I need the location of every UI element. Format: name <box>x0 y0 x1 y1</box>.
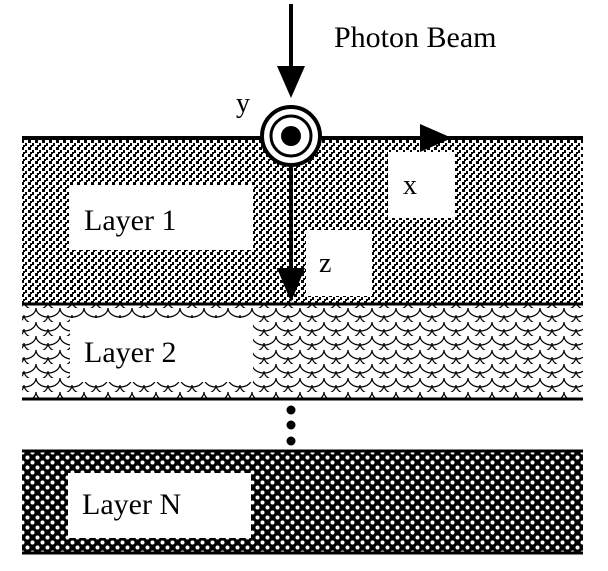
layer-1-label-box <box>70 185 253 250</box>
layer-n: Layer N <box>22 451 583 553</box>
x-axis-label: x <box>403 170 417 201</box>
y-axis-out-of-page-icon <box>260 105 322 167</box>
z-label-box <box>306 230 372 296</box>
z-axis-label: z <box>319 248 331 279</box>
layer-1: Layer 1 <box>22 138 583 304</box>
layer-n-label: Layer N <box>82 488 181 521</box>
photon-beam-arrow <box>277 4 305 98</box>
layer-2: Layer 2 <box>22 304 583 399</box>
layer-2-label-box <box>70 318 253 382</box>
z-axis-arrow <box>277 160 305 302</box>
layer-n-label-box <box>68 473 251 538</box>
layer-1-label: Layer 1 <box>84 204 176 237</box>
x-axis-arrow <box>318 124 452 152</box>
layer-2-label: Layer 2 <box>84 336 176 369</box>
photon-beam-label: Photon Beam <box>334 21 497 54</box>
y-axis-label: y <box>236 88 250 119</box>
x-label-box <box>388 152 454 218</box>
vertical-ellipsis-icon <box>286 405 296 446</box>
